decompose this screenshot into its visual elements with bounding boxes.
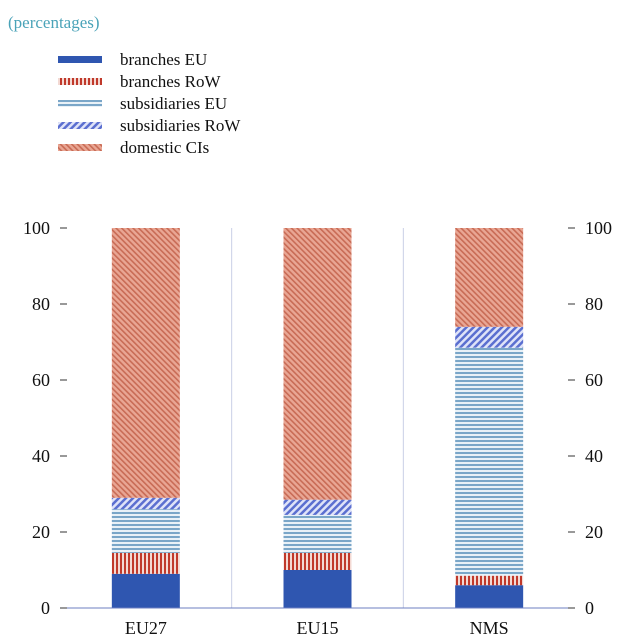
units-label: (percentages) [8, 13, 100, 32]
legend-label-0: branches EU [120, 50, 207, 69]
y-tick-label-right-5: 100 [585, 218, 612, 238]
category-label-1: EU15 [297, 618, 339, 638]
legend-label-2: subsidiaries EU [120, 94, 227, 113]
axes: 0 0 20 20 40 40 60 60 80 80 100 100 [23, 218, 612, 618]
bar-EU15-branches-RoW [283, 552, 352, 570]
bar-NMS-branches-RoW [455, 575, 524, 586]
category-label-0: EU27 [125, 618, 167, 638]
bar-EU15-subsidiaries-RoW [283, 499, 352, 515]
y-tick-label-right-4: 80 [585, 294, 603, 314]
legend-label-3: subsidiaries RoW [120, 116, 241, 135]
legend: branches EU branches RoW subsidiaries EU su… [58, 50, 241, 157]
y-tick-label-left-1: 20 [32, 522, 50, 542]
bar-EU15-branches-EU [283, 570, 352, 608]
bar-EU27-subsidiaries-EU [111, 509, 180, 553]
y-tick-label-left-2: 40 [32, 446, 50, 466]
bar-EU27-branches-RoW [111, 552, 180, 574]
bar-EU15-subsidiaries-EU [283, 514, 352, 553]
y-tick-label-left-5: 100 [23, 218, 50, 238]
bar-NMS-branches-EU [455, 585, 524, 608]
legend-swatch-1 [58, 78, 102, 85]
bar-NMS-domestic-CIs [455, 228, 524, 327]
y-tick-label-left-3: 60 [32, 370, 50, 390]
y-tick-label-right-3: 60 [585, 370, 603, 390]
legend-label-1: branches RoW [120, 72, 222, 91]
bar-EU27-branches-EU [111, 573, 180, 608]
bar-EU15-domestic-CIs [283, 228, 352, 500]
y-tick-label-right-1: 20 [585, 522, 603, 542]
bars: EU27 EU15 NMS [111, 228, 524, 638]
grid-lines [231, 228, 404, 608]
legend-swatch-0 [58, 56, 102, 63]
bar-NMS-subsidiaries-EU [455, 347, 524, 576]
bar-EU27-domestic-CIs [111, 228, 180, 498]
bar-NMS-subsidiaries-RoW [455, 326, 524, 348]
legend-swatch-4 [58, 144, 102, 151]
y-tick-label-left-0: 0 [41, 598, 50, 618]
y-tick-label-right-2: 40 [585, 446, 603, 466]
legend-swatch-3 [58, 122, 102, 129]
category-label-2: NMS [470, 618, 509, 638]
legend-label-4: domestic CIs [120, 138, 209, 157]
y-tick-label-right-0: 0 [585, 598, 594, 618]
bar-EU27-subsidiaries-RoW [111, 497, 180, 510]
y-tick-label-left-4: 80 [32, 294, 50, 314]
legend-swatch-2 [58, 100, 102, 107]
